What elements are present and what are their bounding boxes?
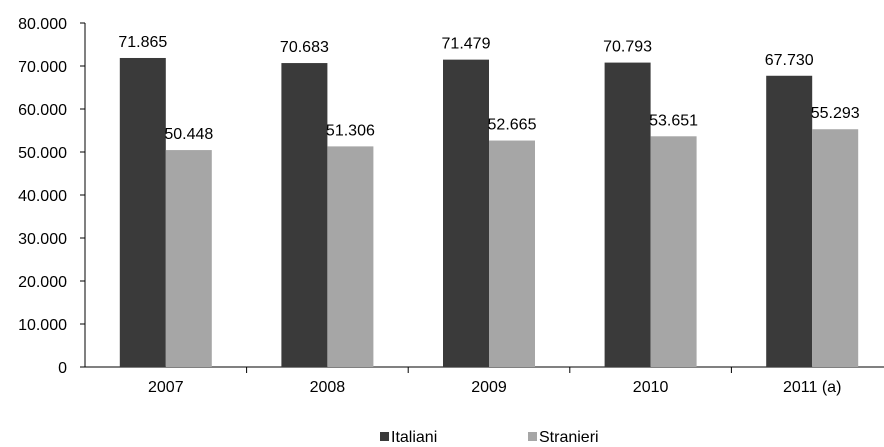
bar-italiani-2008 — [281, 63, 328, 367]
x-tick-label: 2008 — [310, 379, 346, 396]
legend-label-stranieri: Stranieri — [539, 429, 599, 446]
data-labels: 71.865 50.448 70.683 51.306 71.479 52.665 70.7… — [118, 34, 859, 143]
y-tick-label: 50.000 — [18, 145, 67, 162]
bar-stranieri-2008 — [327, 146, 374, 367]
bar-italiani-2010 — [604, 62, 651, 368]
legend-label-italiani: Italiani — [391, 429, 437, 446]
x-axis: 2007 2008 2009 2010 2011 (a) — [85, 366, 884, 396]
bar-stranieri-2007 — [165, 150, 212, 367]
bars — [119, 57, 859, 368]
y-tick-label: 20.000 — [18, 274, 67, 291]
data-label: 50.448 — [164, 126, 213, 143]
legend-swatch-italiani — [380, 432, 389, 441]
legend-swatch-stranieri — [528, 432, 537, 441]
x-tick-label: 2007 — [148, 379, 184, 396]
y-tick-label: 70.000 — [18, 59, 67, 76]
data-label: 67.730 — [765, 52, 814, 69]
y-tick-label: 30.000 — [18, 231, 67, 248]
bar-italiani-2009 — [443, 59, 489, 368]
data-label: 70.793 — [603, 39, 652, 56]
y-tick-label: 0 — [58, 360, 67, 377]
y-tick-label: 60.000 — [18, 102, 67, 119]
data-label: 53.651 — [649, 112, 698, 129]
bar-stranieri-2011a — [812, 129, 859, 367]
data-label: 52.665 — [488, 117, 537, 134]
legend: Italiani Stranieri — [380, 429, 599, 446]
data-label: 51.306 — [326, 122, 375, 139]
y-tick-label: 10.000 — [18, 317, 67, 334]
bar-stranieri-2010 — [650, 136, 697, 367]
data-label: 71.479 — [442, 36, 491, 53]
x-tick-label: 2009 — [471, 379, 507, 396]
y-axis: 0 10.000 20.000 30.000 40.000 50.000 60.000 70.… — [18, 16, 86, 377]
data-label: 55.293 — [811, 105, 860, 122]
data-label: 71.865 — [118, 34, 167, 51]
bar-stranieri-2009 — [489, 140, 535, 367]
y-tick-label: 80.000 — [18, 16, 67, 33]
y-tick-label: 40.000 — [18, 188, 67, 205]
x-tick-label: 2011 (a) — [783, 379, 841, 396]
data-label: 70.683 — [280, 39, 329, 56]
bar-italiani-2007 — [119, 57, 166, 367]
bar-italiani-2011a — [766, 75, 813, 368]
x-tick-label: 2010 — [633, 379, 669, 396]
